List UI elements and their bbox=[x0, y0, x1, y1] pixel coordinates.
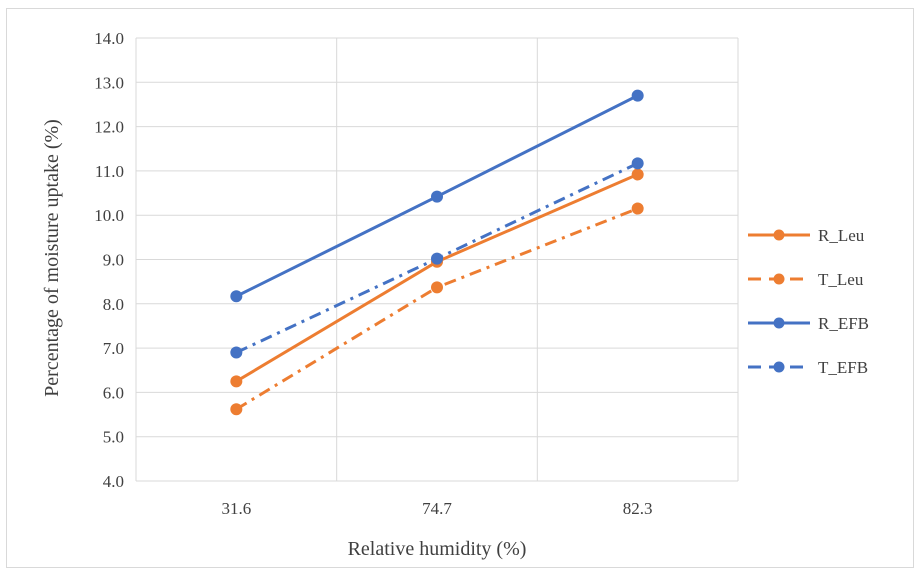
y-tick-label: 4.0 bbox=[103, 472, 124, 491]
y-tick-labels: 4.0 5.0 6.0 7.0 8.0 9.0 10.0 11.0 12.0 13.0 14.0 bbox=[94, 29, 124, 491]
series-T_EFB bbox=[230, 157, 644, 359]
legend-swatch-marker bbox=[773, 229, 785, 241]
series-line bbox=[235, 207, 639, 411]
legend: R_Leu T_Leu R_EFB T_EFB bbox=[748, 226, 869, 377]
x-tick-label: 74.7 bbox=[422, 499, 452, 518]
legend-swatch-marker bbox=[773, 317, 785, 329]
data-point bbox=[431, 281, 443, 294]
y-tick-label: 9.0 bbox=[103, 251, 124, 270]
series-R_EFB bbox=[230, 89, 644, 303]
x-tick-labels: 31.6 74.7 82.3 bbox=[221, 499, 652, 518]
data-point bbox=[230, 290, 243, 303]
chart-frame bbox=[6, 8, 914, 568]
y-tick-label: 5.0 bbox=[103, 428, 124, 447]
series-T_Leu bbox=[230, 202, 644, 416]
data-point bbox=[431, 252, 443, 265]
x-axis-title: Relative humidity (%) bbox=[348, 538, 527, 560]
data-point bbox=[631, 202, 644, 215]
legend-item: R_EFB bbox=[748, 314, 869, 333]
legend-item: T_EFB bbox=[748, 358, 868, 377]
y-tick-label: 12.0 bbox=[94, 118, 124, 137]
data-point bbox=[631, 168, 644, 181]
y-axis-title: Percentage of moisture uptake (%) bbox=[41, 119, 63, 397]
data-point bbox=[631, 89, 644, 102]
y-tick-label: 7.0 bbox=[103, 339, 124, 358]
legend-item: R_Leu bbox=[748, 226, 865, 245]
series-line bbox=[235, 173, 639, 383]
gridlines bbox=[135, 37, 739, 482]
y-tick-label: 8.0 bbox=[103, 295, 124, 314]
data-point bbox=[631, 157, 644, 170]
legend-swatch-marker bbox=[773, 273, 785, 285]
y-tick-label: 11.0 bbox=[95, 162, 124, 181]
legend-item: T_Leu bbox=[748, 270, 864, 289]
x-tick-label: 31.6 bbox=[221, 499, 251, 518]
y-tick-label: 14.0 bbox=[94, 29, 124, 48]
legend-swatch-marker bbox=[773, 361, 785, 373]
y-tick-label: 13.0 bbox=[94, 73, 124, 92]
legend-label: T_Leu bbox=[818, 270, 864, 289]
data-point bbox=[230, 346, 243, 359]
data-point bbox=[230, 403, 243, 416]
legend-label: R_Leu bbox=[818, 226, 865, 245]
series-lines bbox=[230, 89, 644, 416]
y-tick-label: 6.0 bbox=[103, 383, 124, 402]
legend-label: T_EFB bbox=[818, 358, 868, 377]
y-tick-label: 10.0 bbox=[94, 206, 124, 225]
data-point bbox=[431, 190, 443, 203]
x-tick-label: 82.3 bbox=[623, 499, 653, 518]
legend-label: R_EFB bbox=[818, 314, 869, 333]
data-point bbox=[230, 375, 243, 388]
